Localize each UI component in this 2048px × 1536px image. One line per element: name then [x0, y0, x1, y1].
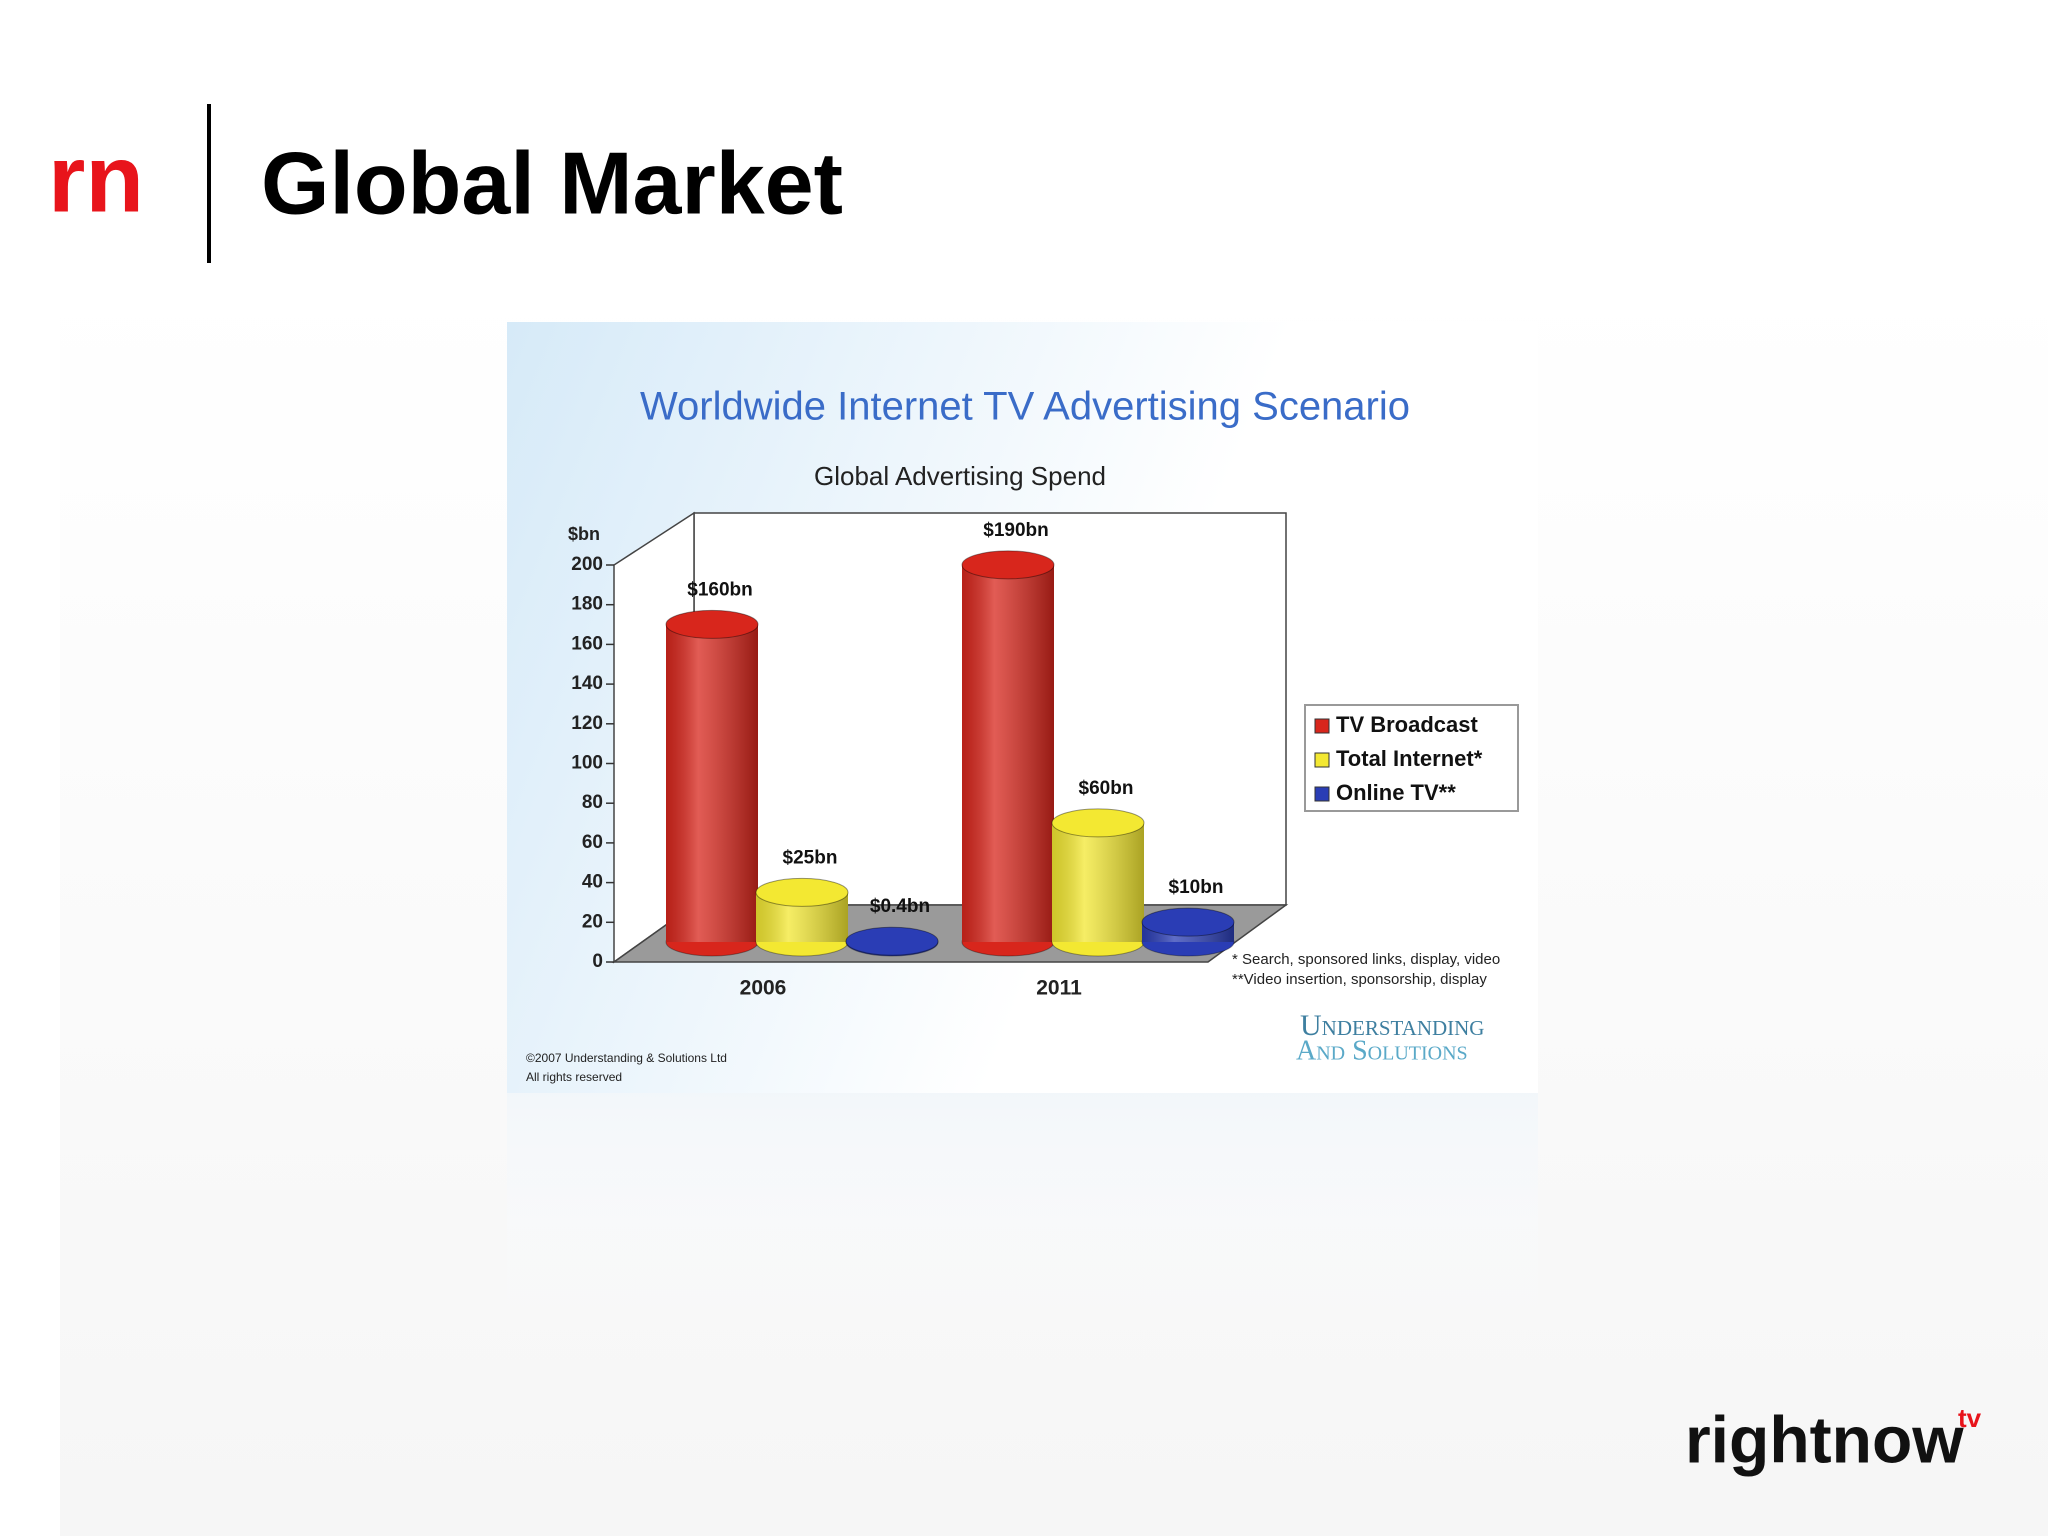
x-tick-label: 2006	[740, 977, 787, 1000]
footnote: **Video insertion, sponsorship, display	[1232, 971, 1487, 988]
y-tick-label: 140	[571, 673, 603, 694]
source-logo: And Solutions	[1296, 1035, 1468, 1066]
copyright: All rights reserved	[526, 1070, 622, 1084]
brand: rightnow	[1685, 1402, 1964, 1476]
y-tick-label: 40	[582, 872, 603, 893]
legend-label: Online TV**	[1336, 780, 1456, 805]
bar-top	[665, 609, 759, 639]
data-label: $160bn	[687, 579, 752, 600]
y-tick-label: 80	[582, 792, 603, 813]
logo: rn	[48, 125, 144, 232]
y-tick-label: 20	[582, 911, 603, 932]
reflection	[507, 1093, 1538, 1353]
chart-title: Worldwide Internet TV Advertising Scenar…	[640, 385, 1410, 429]
bar-top	[961, 550, 1055, 580]
brand-suffix: tv	[1958, 1403, 1982, 1433]
data-label: $190bn	[983, 520, 1048, 541]
bar-shade	[962, 564, 1054, 942]
y-axis-label: $bn	[568, 524, 600, 544]
legend-swatch	[1314, 786, 1330, 802]
x-tick-label: 2011	[1036, 977, 1082, 1000]
legend-swatch	[1314, 752, 1330, 768]
y-tick-label: 180	[571, 594, 603, 615]
y-tick-label: 60	[582, 832, 603, 853]
bar-shade	[1052, 822, 1144, 942]
legend-swatch	[1314, 718, 1330, 734]
y-tick-label: 120	[571, 713, 603, 734]
y-tick-label: 0	[592, 951, 603, 972]
legend-label: Total Internet*	[1336, 746, 1483, 771]
bar-shade	[666, 624, 758, 942]
bar-top	[1141, 907, 1235, 937]
data-label: $10bn	[1169, 877, 1224, 898]
y-tick-label: 160	[571, 633, 603, 654]
chart-subtitle: Global Advertising Spend	[814, 461, 1106, 491]
footnote: * Search, sponsored links, display, vide…	[1232, 951, 1500, 968]
legend	[1304, 704, 1519, 812]
slide-title: Global Market	[261, 133, 843, 232]
bar-top	[1051, 808, 1145, 838]
source-logo: Understanding	[1300, 1009, 1484, 1042]
legend-label: TV Broadcast	[1336, 712, 1478, 737]
data-label: $0.4bn	[870, 896, 930, 917]
y-tick-label: 200	[571, 554, 603, 575]
data-label: $60bn	[1079, 778, 1134, 799]
copyright: ©2007 Understanding & Solutions Ltd	[526, 1051, 727, 1065]
bar-top	[755, 877, 849, 907]
bar-top	[845, 926, 939, 956]
y-tick-label: 100	[571, 753, 603, 774]
chart-layer: 0 20 40 60 80 100 120 140 160 180 200 2006 $160bn $25…	[526, 520, 1500, 1084]
data-label: $25bn	[783, 847, 838, 868]
